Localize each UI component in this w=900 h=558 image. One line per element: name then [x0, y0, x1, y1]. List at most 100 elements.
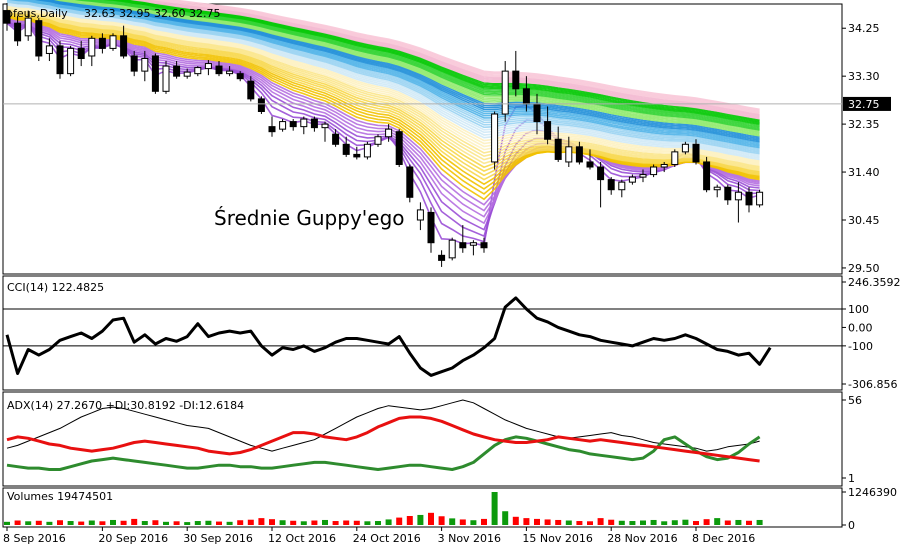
candle[interactable]: [183, 68, 191, 79]
candle[interactable]: [544, 106, 552, 145]
candle[interactable]: [734, 182, 742, 223]
candle[interactable]: [56, 40, 64, 79]
guppy-ma-line: [6, 1, 760, 156]
candle[interactable]: [109, 33, 117, 51]
volume-bar: [290, 520, 297, 525]
candle-body: [438, 254, 446, 261]
candle[interactable]: [289, 119, 297, 131]
candle[interactable]: [130, 50, 138, 77]
guppy-ma-line: [6, 5, 760, 164]
volume-bar: [724, 520, 731, 525]
candle[interactable]: [406, 164, 414, 203]
candle[interactable]: [416, 202, 424, 231]
candle[interactable]: [77, 40, 85, 67]
candle[interactable]: [120, 25, 128, 59]
candle[interactable]: [14, 15, 22, 46]
candle[interactable]: [628, 174, 636, 185]
candle[interactable]: [469, 240, 477, 256]
volume-bar: [364, 521, 371, 525]
candle[interactable]: [173, 61, 181, 79]
candle[interactable]: [565, 136, 573, 168]
candle[interactable]: [162, 61, 170, 94]
x-tick-label: 20 Sep 2016: [98, 532, 168, 545]
candle[interactable]: [681, 141, 689, 155]
candle[interactable]: [215, 61, 223, 77]
volume-bar: [163, 521, 169, 525]
candle[interactable]: [597, 161, 605, 208]
candle[interactable]: [268, 116, 276, 137]
candle[interactable]: [35, 18, 43, 62]
cci-line: [5, 296, 772, 377]
volume-bar: [110, 519, 116, 525]
price-tick-label: 34.25: [848, 22, 880, 35]
candle-body: [67, 47, 75, 75]
candle[interactable]: [236, 71, 244, 82]
candle[interactable]: [745, 187, 753, 213]
candle[interactable]: [618, 179, 626, 198]
candle[interactable]: [24, 10, 32, 41]
candle[interactable]: [480, 237, 488, 253]
candle-body: [660, 163, 668, 168]
candle[interactable]: [713, 184, 721, 198]
candle[interactable]: [724, 184, 732, 205]
candle[interactable]: [141, 50, 149, 82]
candle[interactable]: [45, 38, 53, 62]
candle-body: [279, 121, 287, 130]
guppy-ma-line: [62, 0, 760, 134]
candle-body: [469, 242, 477, 246]
candle[interactable]: [427, 207, 435, 253]
candle[interactable]: [438, 250, 446, 267]
candle[interactable]: [226, 66, 234, 77]
candle[interactable]: [660, 161, 668, 173]
candle[interactable]: [491, 111, 499, 170]
candle[interactable]: [310, 116, 318, 132]
candle[interactable]: [385, 124, 393, 142]
candle[interactable]: [639, 169, 647, 183]
candle[interactable]: [151, 53, 159, 94]
candles: [3, 2, 764, 267]
candle[interactable]: [575, 141, 583, 165]
candle[interactable]: [459, 225, 467, 253]
candle[interactable]: [67, 45, 75, 77]
candle[interactable]: [257, 96, 265, 115]
candle[interactable]: [607, 177, 615, 195]
candle-body: [77, 47, 85, 60]
candle[interactable]: [3, 2, 11, 31]
candle[interactable]: [512, 50, 520, 97]
candle[interactable]: [448, 237, 456, 261]
candle[interactable]: [321, 121, 329, 142]
candle[interactable]: [756, 189, 764, 208]
candle-body: [120, 35, 128, 57]
x-tick-label: 3 Nov 2016: [438, 532, 501, 545]
candle[interactable]: [671, 149, 679, 168]
candle[interactable]: [692, 139, 700, 165]
candle[interactable]: [204, 60, 212, 76]
candle-body: [342, 143, 350, 155]
candle[interactable]: [88, 35, 96, 67]
candle-body: [427, 211, 435, 244]
candle[interactable]: [342, 136, 350, 157]
candle[interactable]: [279, 119, 287, 132]
candle[interactable]: [247, 76, 255, 102]
guppy-ma-line: [79, 0, 760, 130]
volume-bar: [216, 521, 222, 525]
candle[interactable]: [363, 141, 371, 160]
candle[interactable]: [650, 164, 658, 178]
candle-body: [215, 65, 223, 75]
candle-body: [183, 71, 191, 77]
candle-body: [692, 143, 700, 163]
candle[interactable]: [395, 129, 403, 168]
candle[interactable]: [501, 61, 509, 122]
volume-bar: [205, 520, 212, 525]
candle[interactable]: [194, 66, 202, 77]
candle[interactable]: [332, 129, 340, 147]
candle[interactable]: [586, 149, 594, 170]
price-tick-label: 29.50: [848, 262, 880, 275]
candle[interactable]: [554, 126, 562, 162]
candle[interactable]: [703, 156, 711, 193]
candle[interactable]: [374, 134, 382, 147]
candle[interactable]: [300, 116, 308, 135]
candle[interactable]: [353, 146, 361, 160]
candle[interactable]: [98, 33, 106, 54]
